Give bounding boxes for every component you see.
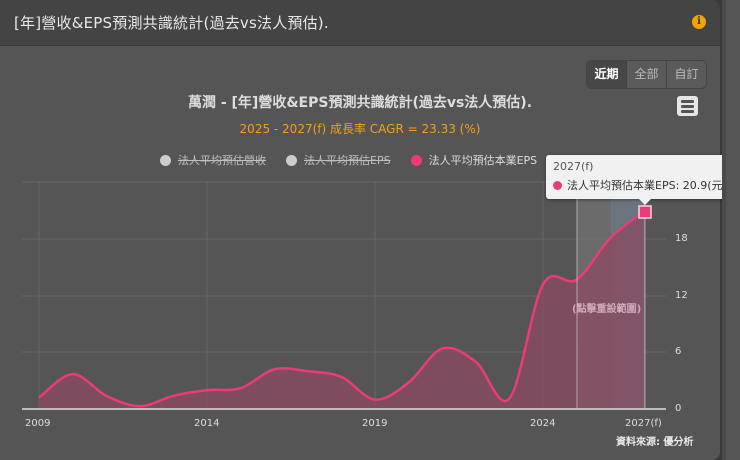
- chart-legend: 法人平均預估營收 法人平均預估EPS 法人平均預估本業EPS: [160, 152, 537, 168]
- scrollbar-track[interactable]: [722, 0, 740, 460]
- card-header: [年]營收&EPS預測共識統計(過去vs法人預估). i: [0, 0, 720, 46]
- range-button-all[interactable]: 全部: [626, 61, 666, 88]
- reset-range-hint[interactable]: (點擊重設範圍): [572, 304, 642, 315]
- range-button-custom[interactable]: 自訂: [666, 61, 706, 88]
- y-tick-12: 12: [675, 290, 688, 301]
- x-tick-2019: 2019: [362, 418, 388, 429]
- tooltip-value: 法人平均預估本業EPS: 20.9(元): [567, 179, 727, 192]
- tooltip-row: 法人平均預估本業EPS: 20.9(元): [553, 177, 727, 193]
- y-tick-6: 6: [675, 346, 682, 357]
- x-tick-2009: 2009: [25, 418, 51, 429]
- card-title: [年]營收&EPS預測共識統計(過去vs法人預估).: [14, 14, 329, 32]
- legend-dot-icon: [286, 154, 297, 166]
- tooltip-arrow: [639, 199, 651, 205]
- legend-label: 法人平均預估本業EPS: [428, 154, 538, 167]
- chart-plot-area[interactable]: [0, 0, 720, 460]
- eps-line: [38, 210, 645, 408]
- chart-tooltip: 2027(f) 法人平均預估本業EPS: 20.9(元): [546, 155, 740, 205]
- y-tick-0: 0: [675, 403, 682, 414]
- legend-label: 法人平均預估EPS: [304, 154, 391, 167]
- legend-item-core-eps[interactable]: 法人平均預估本業EPS: [410, 152, 538, 168]
- legend-label: 法人平均預估營收: [178, 154, 266, 167]
- x-tick-2024: 2024: [530, 418, 556, 429]
- info-icon[interactable]: i: [692, 15, 706, 29]
- hamburger-menu-icon[interactable]: [677, 96, 698, 116]
- legend-dot-icon: [410, 154, 422, 166]
- x-tick-2027f: 2027(f): [625, 418, 662, 429]
- range-button-recent[interactable]: 近期: [587, 61, 626, 88]
- chart-subtitle: 2025 - 2027(f) 成長率 CAGR = 23.33 (%): [239, 122, 481, 136]
- eps-area: [39, 211, 644, 409]
- legend-item-eps[interactable]: 法人平均預估EPS: [286, 152, 391, 168]
- tooltip-date: 2027(f): [553, 160, 594, 173]
- data-source: 資料來源: 優分析: [616, 437, 694, 448]
- legend-item-revenue[interactable]: 法人平均預估營收: [160, 152, 266, 168]
- tooltip-series-dot-icon: [553, 180, 562, 190]
- highlighted-point-marker: [638, 205, 652, 219]
- chart-title: 萬潤 - [年]營收&EPS預測共識統計(過去vs法人預估).: [187, 95, 533, 111]
- range-selector: 近期 全部 自訂: [586, 60, 707, 89]
- x-tick-2014: 2014: [194, 418, 220, 429]
- y-tick-18: 18: [675, 233, 688, 244]
- legend-dot-icon: [160, 154, 171, 166]
